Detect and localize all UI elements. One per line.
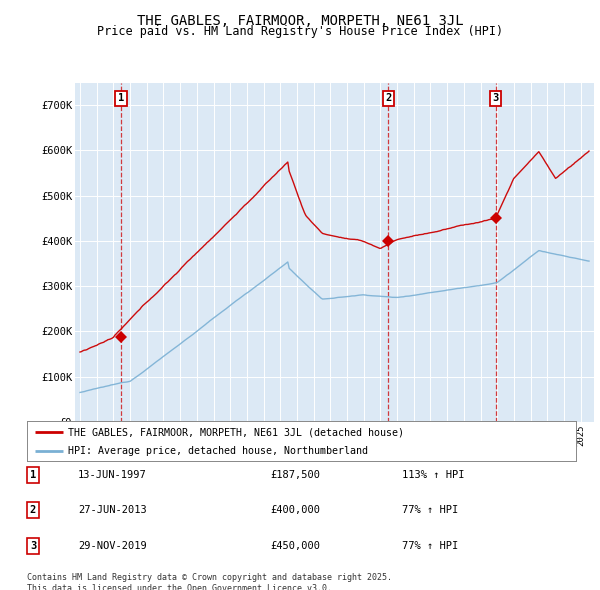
Text: 3: 3 xyxy=(30,542,36,551)
Text: HPI: Average price, detached house, Northumberland: HPI: Average price, detached house, Nort… xyxy=(68,447,368,456)
Text: 77% ↑ HPI: 77% ↑ HPI xyxy=(402,506,458,515)
Text: 1: 1 xyxy=(30,470,36,480)
Text: 113% ↑ HPI: 113% ↑ HPI xyxy=(402,470,464,480)
Text: THE GABLES, FAIRMOOR, MORPETH, NE61 3JL (detached house): THE GABLES, FAIRMOOR, MORPETH, NE61 3JL … xyxy=(68,427,404,437)
Text: 3: 3 xyxy=(493,93,499,103)
Text: 29-NOV-2019: 29-NOV-2019 xyxy=(78,542,147,551)
Text: Contains HM Land Registry data © Crown copyright and database right 2025.
This d: Contains HM Land Registry data © Crown c… xyxy=(27,573,392,590)
Text: THE GABLES, FAIRMOOR, MORPETH, NE61 3JL: THE GABLES, FAIRMOOR, MORPETH, NE61 3JL xyxy=(137,14,463,28)
Text: 1: 1 xyxy=(118,93,124,103)
Text: 2: 2 xyxy=(30,506,36,515)
Text: 27-JUN-2013: 27-JUN-2013 xyxy=(78,506,147,515)
Text: 2: 2 xyxy=(385,93,392,103)
Text: £400,000: £400,000 xyxy=(270,506,320,515)
Text: 77% ↑ HPI: 77% ↑ HPI xyxy=(402,542,458,551)
Text: 13-JUN-1997: 13-JUN-1997 xyxy=(78,470,147,480)
Text: £450,000: £450,000 xyxy=(270,542,320,551)
Text: £187,500: £187,500 xyxy=(270,470,320,480)
Text: Price paid vs. HM Land Registry's House Price Index (HPI): Price paid vs. HM Land Registry's House … xyxy=(97,25,503,38)
